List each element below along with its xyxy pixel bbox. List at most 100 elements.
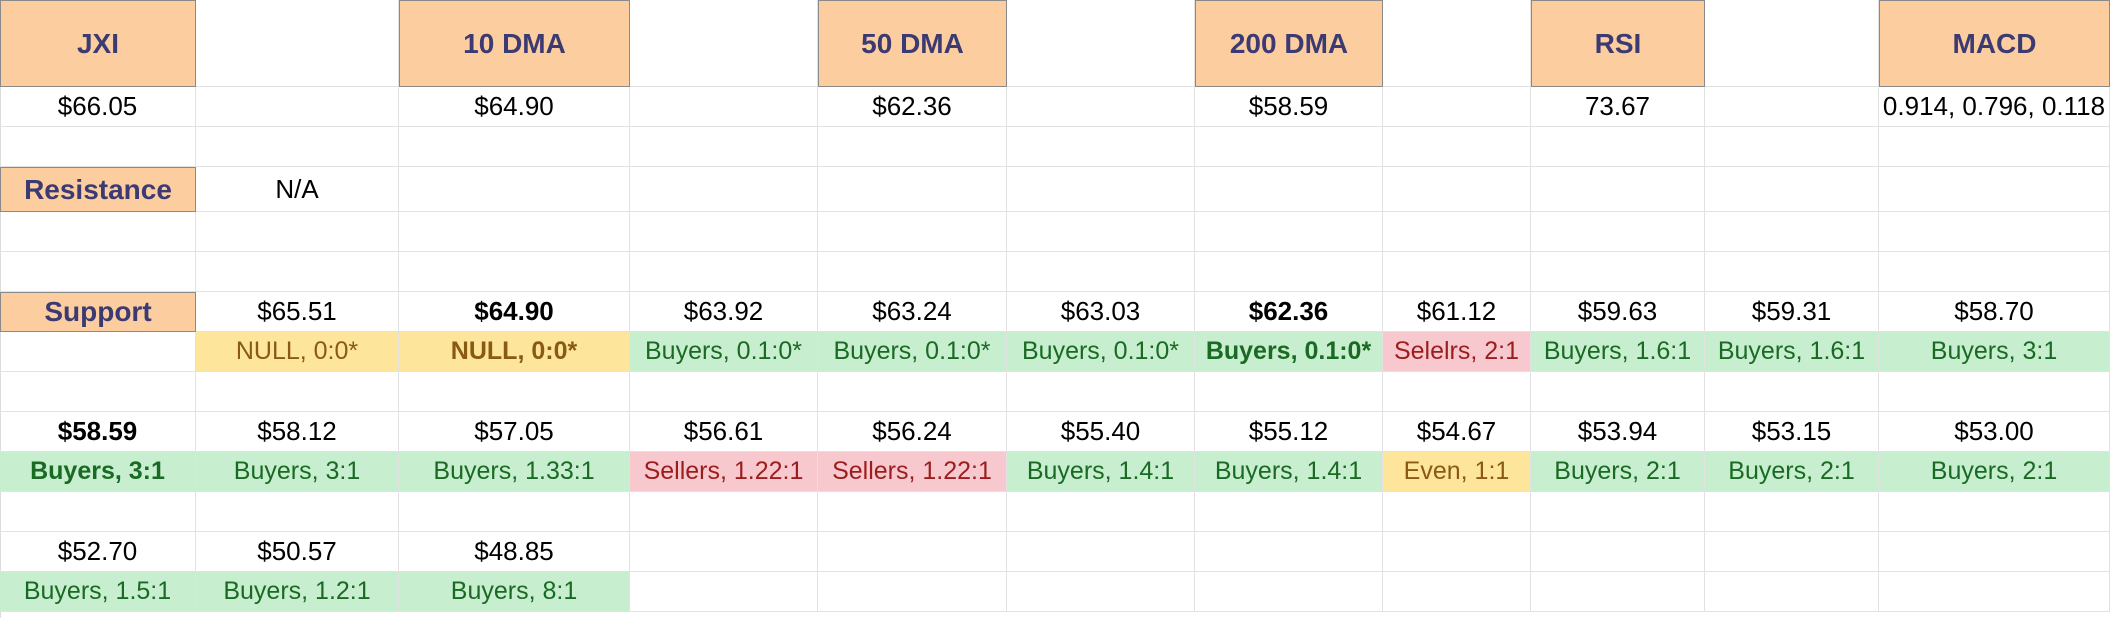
blank-cell[interactable]: [0, 372, 196, 412]
blank-cell[interactable]: [1705, 372, 1879, 412]
blank-cell[interactable]: [399, 127, 630, 167]
blank-cell[interactable]: [630, 572, 818, 612]
blank-cell[interactable]: [1531, 372, 1705, 412]
blank-cell[interactable]: [1531, 492, 1705, 532]
blank-cell[interactable]: [1879, 372, 2110, 412]
support-price[interactable]: $53.00: [1879, 412, 2110, 452]
header-50dma[interactable]: 50 DMA: [818, 0, 1007, 87]
value-macd[interactable]: 0.914, 0.796, 0.118: [1879, 87, 2110, 127]
support-ratio[interactable]: Buyers, 2:1: [1879, 452, 2110, 492]
blank-cell[interactable]: [0, 492, 196, 532]
support-ratio[interactable]: Buyers, 2:1: [1705, 452, 1879, 492]
blank-cell[interactable]: [1705, 532, 1879, 572]
blank-cell[interactable]: [1531, 167, 1705, 212]
blank-cell[interactable]: [0, 332, 196, 372]
header-macd[interactable]: MACD: [1879, 0, 2110, 87]
support-price[interactable]: $61.12: [1383, 292, 1531, 332]
support-price[interactable]: $48.85: [399, 532, 630, 572]
blank-cell[interactable]: [1383, 532, 1531, 572]
blank-cell[interactable]: [196, 87, 399, 127]
blank-cell[interactable]: [1383, 87, 1531, 127]
blank-cell[interactable]: [1531, 212, 1705, 252]
support-ratio[interactable]: Buyers, 3:1: [1879, 332, 2110, 372]
support-ratio[interactable]: Buyers, 1.4:1: [1007, 452, 1195, 492]
blank-cell[interactable]: [1705, 87, 1879, 127]
support-ratio[interactable]: NULL, 0:0*: [196, 332, 399, 372]
support-ratio[interactable]: Buyers, 1.4:1: [1195, 452, 1383, 492]
support-ratio[interactable]: NULL, 0:0*: [399, 332, 630, 372]
support-price[interactable]: $53.15: [1705, 412, 1879, 452]
blank-cell[interactable]: [1007, 532, 1195, 572]
blank-cell[interactable]: [196, 372, 399, 412]
blank-cell[interactable]: [1531, 252, 1705, 292]
support-price[interactable]: $53.94: [1531, 412, 1705, 452]
blank-cell[interactable]: [1879, 212, 2110, 252]
support-ratio[interactable]: Buyers, 0.1:0*: [1195, 332, 1383, 372]
support-price[interactable]: $55.40: [1007, 412, 1195, 452]
support-ratio[interactable]: Buyers, 2:1: [1531, 452, 1705, 492]
support-price[interactable]: $50.57: [196, 532, 399, 572]
value-price[interactable]: $66.05: [0, 87, 196, 127]
blank-cell[interactable]: [1195, 572, 1383, 612]
blank-cell[interactable]: [818, 252, 1007, 292]
support-ratio[interactable]: Even, 1:1: [1383, 452, 1531, 492]
support-ratio[interactable]: Buyers, 0.1:0*: [818, 332, 1007, 372]
blank-cell[interactable]: [818, 212, 1007, 252]
support-ratio[interactable]: Buyers, 3:1: [0, 452, 196, 492]
blank-cell[interactable]: [1007, 212, 1195, 252]
value-50dma[interactable]: $62.36: [818, 87, 1007, 127]
blank-cell[interactable]: [1383, 127, 1531, 167]
blank-cell[interactable]: [1195, 167, 1383, 212]
support-price[interactable]: $58.59: [0, 412, 196, 452]
blank-cell[interactable]: [1879, 572, 2110, 612]
blank-cell[interactable]: [399, 492, 630, 532]
header-10dma[interactable]: 10 DMA: [399, 0, 630, 87]
blank-cell[interactable]: [1007, 87, 1195, 127]
support-price[interactable]: $63.24: [818, 292, 1007, 332]
header-rsi[interactable]: RSI: [1531, 0, 1705, 87]
blank-cell[interactable]: [1383, 572, 1531, 612]
blank-cell[interactable]: [630, 492, 818, 532]
blank-cell[interactable]: [1705, 167, 1879, 212]
blank-cell[interactable]: [1383, 212, 1531, 252]
support-price[interactable]: $63.92: [630, 292, 818, 332]
blank-cell[interactable]: [1195, 532, 1383, 572]
support-ratio[interactable]: Buyers, 0.1:0*: [630, 332, 818, 372]
blank-cell[interactable]: [1007, 492, 1195, 532]
support-price[interactable]: $54.67: [1383, 412, 1531, 452]
blank-cell[interactable]: [818, 167, 1007, 212]
blank-cell[interactable]: [1383, 252, 1531, 292]
blank-cell[interactable]: [1195, 212, 1383, 252]
value-rsi[interactable]: 73.67: [1531, 87, 1705, 127]
blank-cell[interactable]: [1383, 0, 1531, 87]
blank-cell[interactable]: [630, 372, 818, 412]
support-ratio[interactable]: Buyers, 1.5:1: [0, 572, 196, 612]
support-ratio[interactable]: Buyers, 8:1: [399, 572, 630, 612]
support-ratio[interactable]: Buyers, 1.6:1: [1705, 332, 1879, 372]
blank-cell[interactable]: [1531, 127, 1705, 167]
support-price[interactable]: $58.70: [1879, 292, 2110, 332]
blank-cell[interactable]: [0, 212, 196, 252]
blank-cell[interactable]: [1007, 572, 1195, 612]
blank-cell[interactable]: [1531, 532, 1705, 572]
blank-cell[interactable]: [1383, 492, 1531, 532]
support-price[interactable]: $65.51: [196, 292, 399, 332]
support-ratio[interactable]: Buyers, 0.1:0*: [1007, 332, 1195, 372]
resistance-label[interactable]: Resistance: [0, 167, 196, 212]
support-price[interactable]: $63.03: [1007, 292, 1195, 332]
blank-cell[interactable]: [1195, 127, 1383, 167]
blank-cell[interactable]: [1007, 167, 1195, 212]
blank-cell[interactable]: [630, 167, 818, 212]
blank-cell[interactable]: [196, 492, 399, 532]
blank-cell[interactable]: [1383, 372, 1531, 412]
blank-cell[interactable]: [1007, 127, 1195, 167]
blank-cell[interactable]: [1879, 532, 2110, 572]
blank-cell[interactable]: [818, 372, 1007, 412]
blank-cell[interactable]: [0, 127, 196, 167]
support-ratio[interactable]: Buyers, 3:1: [196, 452, 399, 492]
blank-cell[interactable]: [1705, 572, 1879, 612]
blank-cell[interactable]: [1195, 492, 1383, 532]
blank-cell[interactable]: [1879, 252, 2110, 292]
blank-cell[interactable]: [196, 127, 399, 167]
blank-cell[interactable]: [1705, 0, 1879, 87]
